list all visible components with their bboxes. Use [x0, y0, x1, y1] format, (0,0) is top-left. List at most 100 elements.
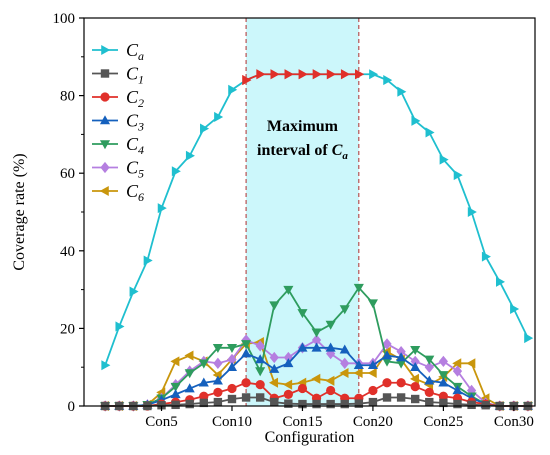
series-0-point	[143, 255, 153, 266]
series-0-point	[369, 69, 379, 80]
legend-entry-1: C1	[92, 64, 144, 87]
axis-layer: 0 20 40 60 80 100 Con5 Con10 Con15 Con20 Con25 Con3…	[53, 11, 534, 430]
series-2-point	[424, 387, 434, 398]
series-0-point	[467, 206, 477, 218]
series-4-point	[226, 344, 238, 354]
legend-label-subscript: 5	[138, 167, 144, 181]
series-3-point	[212, 375, 223, 385]
series-5-point	[452, 365, 463, 377]
series-6-point	[269, 377, 279, 388]
series-0-point	[439, 154, 449, 165]
legend-label-subscript: 1	[138, 73, 144, 87]
series-2-point	[382, 378, 392, 388]
series-3-point	[438, 377, 449, 387]
legend-label-subscript: 4	[138, 143, 144, 157]
series-5-point	[227, 353, 237, 366]
x-tick-label: Con5	[145, 414, 178, 430]
series-1-point	[213, 397, 223, 407]
series-0-point	[185, 150, 195, 161]
y-tick-label: 40	[60, 244, 75, 260]
series-0-point	[115, 321, 125, 332]
series-0-point	[200, 123, 210, 134]
series-3-point	[255, 354, 266, 364]
legend-label: C4	[126, 134, 144, 157]
series-0-point	[425, 127, 435, 138]
series-6-point	[353, 367, 363, 379]
series-2-point	[368, 385, 378, 396]
series-3-point	[198, 377, 209, 387]
legend-marker	[99, 140, 111, 150]
x-axis-label: Configuration	[265, 429, 355, 446]
y-tick-label: 100	[53, 11, 76, 27]
series-1-point	[481, 401, 490, 410]
series-3-point	[170, 389, 181, 399]
legend-entry-2: C2	[92, 87, 144, 110]
legend-label-subscript: a	[138, 49, 144, 63]
series-5-point	[424, 361, 434, 373]
series-6-point	[339, 367, 349, 379]
legend-label: Ca	[126, 40, 144, 63]
series-4-point	[381, 357, 393, 367]
series-5-point	[213, 357, 223, 369]
legend-marker	[99, 185, 109, 197]
series-3-point	[184, 383, 195, 393]
series-1-point	[227, 394, 237, 404]
legend-marker	[100, 161, 110, 174]
series-1-point	[439, 398, 448, 408]
legend-label: C3	[126, 111, 144, 134]
series-4-point	[367, 299, 378, 309]
y-tick-label: 20	[60, 321, 75, 337]
series-6-point	[283, 379, 293, 390]
y-tick-label: 80	[60, 89, 75, 105]
series-1-point	[255, 393, 265, 402]
series-1-point	[425, 397, 434, 407]
x-tick-label: Con15	[282, 414, 322, 430]
series-0	[101, 69, 534, 371]
series-0-point	[214, 111, 224, 122]
series-4-point	[184, 369, 195, 379]
series-4-point	[297, 309, 308, 319]
series-0-highlight-point	[298, 69, 308, 80]
series-6-point	[311, 373, 321, 384]
series-4-point	[269, 301, 280, 311]
series-5-point	[283, 351, 293, 364]
x-tick-label: Con20	[353, 414, 393, 430]
series-4-point	[170, 382, 181, 392]
series-1-point	[298, 399, 307, 409]
series-3-point	[452, 385, 463, 395]
series-3-point	[325, 342, 336, 352]
series-3-point	[396, 352, 407, 362]
legend-marker	[100, 69, 110, 78]
legend-label: C2	[126, 87, 144, 110]
series-0-highlight-point	[242, 75, 252, 86]
legend-label: C5	[126, 158, 144, 181]
series-1-point	[354, 399, 364, 408]
series-0-highlight-point	[312, 69, 322, 80]
series-1-point	[312, 399, 321, 409]
series-0-highlight-point	[284, 69, 294, 80]
series-3-point	[367, 360, 378, 370]
highlight-region	[246, 18, 359, 406]
series-3-point	[241, 348, 252, 358]
series-2-point	[283, 389, 293, 399]
x-tick-label: Con30	[494, 414, 534, 430]
series-4-point	[311, 328, 322, 338]
series-6-point	[184, 350, 194, 361]
series-1-point	[270, 397, 279, 407]
series-2-point	[396, 378, 406, 388]
legend-entry-5: C5	[92, 158, 144, 181]
series-5-point	[396, 346, 406, 358]
series-4-point	[396, 359, 407, 369]
series-1-point	[241, 393, 251, 402]
legend-label: C1	[126, 64, 144, 87]
series-2-point	[410, 381, 420, 392]
series-4-point	[255, 367, 266, 377]
series-2-point	[199, 391, 209, 401]
series-0-point	[397, 86, 407, 97]
series-6-point	[466, 358, 476, 369]
series-0-point	[101, 360, 111, 371]
legend-marker	[100, 92, 110, 102]
series-6-point	[367, 367, 377, 379]
series-2-point	[326, 385, 336, 396]
series-6-point	[212, 369, 222, 380]
